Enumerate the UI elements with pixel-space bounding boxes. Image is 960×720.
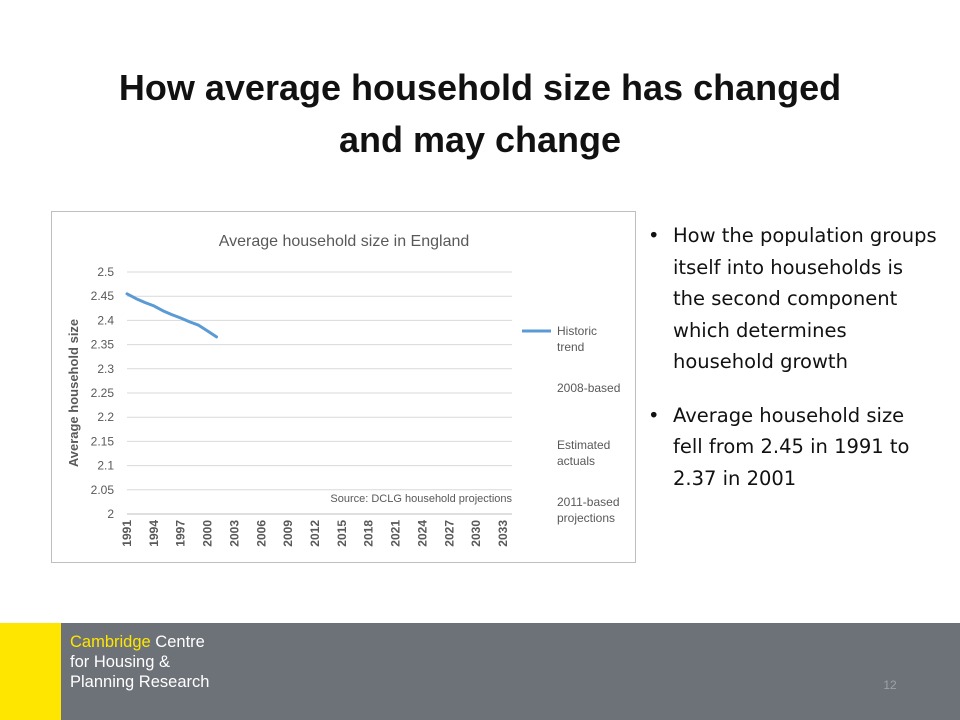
x-tick-label: 1991 bbox=[120, 520, 134, 547]
y-axis-label: Average household size bbox=[66, 319, 81, 467]
series-line-historic-trend bbox=[125, 292, 218, 339]
page-number: 12 bbox=[883, 678, 897, 692]
organisation-logo: Cambridge Centre for Housing & Planning … bbox=[70, 632, 209, 692]
footer-accent-stripe bbox=[0, 623, 61, 720]
y-tick-label: 2.35 bbox=[91, 338, 115, 352]
y-tick-label: 2.4 bbox=[97, 313, 114, 327]
legend-entry: Estimated actuals bbox=[557, 438, 610, 468]
legend-entry: Historic trend bbox=[557, 324, 597, 354]
logo-word-centre: Centre bbox=[150, 633, 205, 651]
bullet-dot-icon: • bbox=[648, 224, 660, 247]
chart-container: Average household size in England 2 2.05 2.… bbox=[51, 211, 636, 563]
legend-entry: 2011-based projections bbox=[557, 495, 620, 525]
x-tick-label: 1994 bbox=[147, 520, 161, 547]
x-tick-label: 2030 bbox=[469, 520, 483, 547]
x-tick-label: 2024 bbox=[415, 520, 429, 547]
y-tick-label: 2.15 bbox=[91, 434, 115, 448]
logo-line-2: for Housing & bbox=[70, 653, 170, 671]
logo-line-3: Planning Research bbox=[70, 673, 210, 691]
source-note: Source: DCLG household projections bbox=[330, 493, 512, 505]
x-tick-label: 2018 bbox=[362, 520, 376, 547]
y-tick-label: 2.2 bbox=[97, 410, 114, 424]
slide-title-line-1: How average household size has changed bbox=[118, 67, 842, 108]
bullet-dot-icon: • bbox=[648, 403, 660, 427]
logo-word-cambridge: Cambridge bbox=[70, 633, 151, 651]
x-tick-label: 2027 bbox=[442, 520, 456, 547]
y-tick-label: 2.05 bbox=[91, 483, 115, 497]
x-tick-label: 1997 bbox=[174, 520, 188, 547]
legend-entry: 2008-based bbox=[557, 381, 620, 395]
x-tick-label: 2006 bbox=[254, 520, 268, 547]
y-tick-label: 2.1 bbox=[97, 459, 114, 473]
x-tick-label: 2009 bbox=[281, 520, 295, 547]
x-tick-label: 2012 bbox=[308, 520, 322, 547]
footer-bar: Cambridge Centre for Housing & Planning … bbox=[0, 623, 960, 720]
bullet-text: Average household size fell from 2.45 in… bbox=[673, 403, 910, 490]
chart-title: Average household size in England bbox=[219, 233, 470, 250]
slide-title: How average household size has changed a… bbox=[40, 62, 920, 166]
x-tick-label: 2021 bbox=[389, 520, 403, 547]
x-tick-label: 2003 bbox=[227, 520, 241, 547]
y-tick-label: 2.5 bbox=[97, 265, 114, 279]
y-tick-label: 2 bbox=[107, 507, 114, 521]
bullet-list: • How the population groups itself into … bbox=[648, 220, 938, 516]
y-tick-label: 2.25 bbox=[91, 386, 115, 400]
x-tick-label: 2033 bbox=[496, 520, 510, 547]
x-tick-label: 2015 bbox=[335, 520, 349, 547]
bullet-text: How the population groups itself into ho… bbox=[673, 224, 937, 373]
bullet-item: • Average household size fell from 2.45 … bbox=[648, 400, 938, 495]
x-tick-label: 2000 bbox=[201, 520, 215, 547]
bullet-item: • How the population groups itself into … bbox=[648, 220, 938, 378]
y-tick-label: 2.3 bbox=[97, 362, 114, 376]
y-tick-label: 2.45 bbox=[91, 289, 115, 303]
household-size-chart: Average household size in England 2 2.05 2.… bbox=[66, 233, 620, 547]
slide-title-line-2: and may change bbox=[338, 119, 622, 160]
